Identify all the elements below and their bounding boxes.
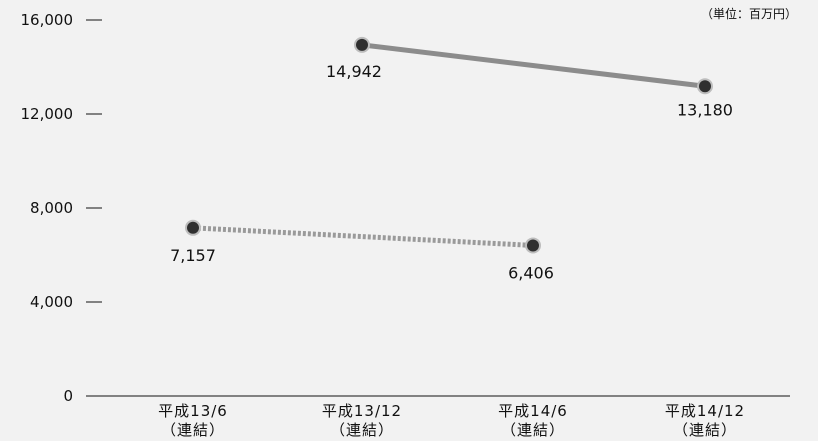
- data-point: [356, 38, 368, 51]
- y-tick-label: 12,000: [21, 105, 74, 123]
- x-category-sublabel: （連結）: [501, 421, 565, 439]
- axis-layer: 04,0008,00012,00016,000平成13/6（連結）平成13/12…: [21, 11, 790, 439]
- x-category-sublabel: （連結）: [161, 421, 225, 439]
- data-label: 14,942: [326, 62, 382, 81]
- data-label: 7,157: [170, 246, 216, 265]
- data-point: [699, 80, 711, 93]
- unit-label: （単位：百万円）: [701, 6, 797, 21]
- y-tick-label: 16,000: [21, 11, 74, 29]
- x-category-label: 平成14/12: [665, 402, 745, 420]
- x-category-label: 平成13/12: [322, 402, 402, 420]
- data-label: 13,180: [677, 100, 733, 119]
- series-layer: [185, 36, 713, 254]
- data-point: [527, 239, 539, 252]
- x-category-label: 平成14/6: [498, 402, 568, 420]
- x-category-sublabel: （連結）: [330, 421, 394, 439]
- series-line-dotted: [192, 225, 534, 248]
- y-tick-label: 8,000: [30, 199, 73, 217]
- data-label: 6,406: [508, 263, 554, 282]
- x-category-sublabel: （連結）: [673, 421, 737, 439]
- y-tick-label: 4,000: [30, 293, 73, 311]
- y-tick-label: 0: [63, 387, 73, 405]
- data-point: [187, 221, 199, 234]
- x-category-label: 平成13/6: [158, 402, 228, 420]
- series-line-solid: [361, 42, 706, 89]
- data-label-layer: 7,157 6,406 14,942 13,180: [170, 62, 733, 283]
